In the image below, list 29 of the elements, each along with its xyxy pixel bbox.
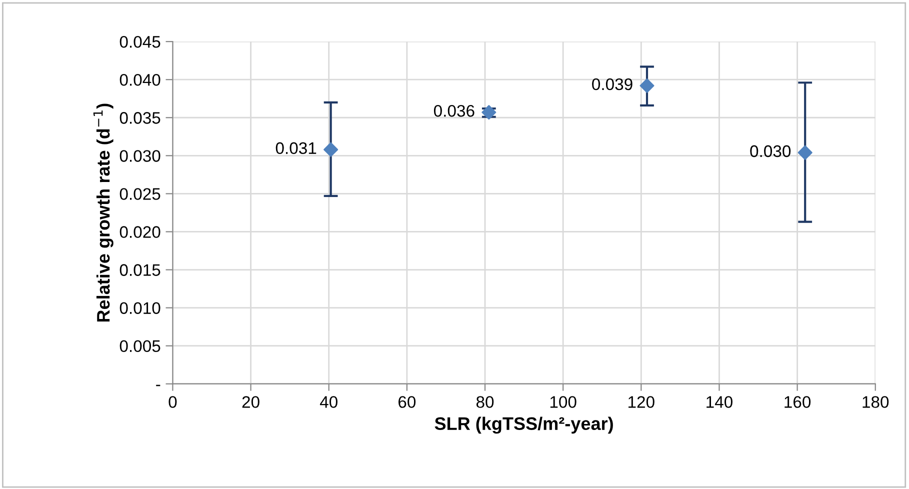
x-axis-title: SLR (kgTSS/m²-year)	[434, 416, 613, 434]
x-tick-label: 60	[398, 396, 416, 408]
x-tick-label: 140	[706, 396, 732, 408]
x-tick-label: 0	[168, 396, 177, 408]
y-tick-label: 0.005	[120, 340, 160, 352]
data-label: 0.031	[276, 142, 316, 154]
x-tick-label: 160	[784, 396, 811, 408]
y-tick-label: 0.030	[120, 150, 160, 162]
y-tick-label: 0.010	[120, 302, 160, 314]
data-label: 0.036	[434, 104, 474, 117]
point	[798, 145, 812, 160]
y-tick-label: 0.015	[120, 264, 160, 276]
x-tick-label: 20	[242, 396, 260, 408]
x-tick-label: 40	[320, 396, 338, 408]
y-tick-label: 0.040	[120, 74, 160, 86]
y-tick-label: 0.045	[120, 36, 160, 48]
y-tick-label: 0.025	[120, 188, 160, 200]
x-tick-label: 180	[862, 396, 889, 408]
x-tick-label: 80	[476, 396, 494, 408]
y-tick-label: -	[156, 384, 160, 386]
y-tick-label: 0.035	[120, 112, 160, 124]
data-label: 0.030	[750, 145, 791, 158]
y-axis-title: Relative growth rate (d$^{−1}$)	[93, 104, 114, 322]
y-tick-label: 0.020	[120, 226, 160, 238]
point	[324, 142, 338, 157]
x-tick-label: 120	[628, 396, 654, 408]
point	[640, 78, 654, 93]
x-tick-label: 100	[550, 396, 576, 408]
data-label: 0.039	[592, 78, 632, 90]
